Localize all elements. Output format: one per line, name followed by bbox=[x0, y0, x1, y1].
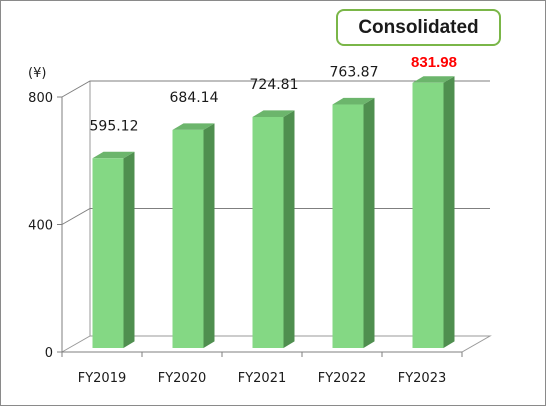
bar-top bbox=[172, 123, 215, 130]
bar-top bbox=[92, 151, 135, 159]
bar bbox=[412, 76, 455, 349]
y-tick-label: 0 bbox=[45, 346, 53, 361]
bar-front bbox=[332, 104, 364, 348]
x-tick-label: FY2020 bbox=[158, 371, 207, 386]
x-tick-label: FY2022 bbox=[318, 371, 367, 386]
bar-top bbox=[332, 97, 375, 105]
bar-side bbox=[363, 97, 375, 348]
bar-side bbox=[203, 123, 215, 348]
bar-front bbox=[92, 158, 124, 348]
bar-top bbox=[252, 110, 295, 117]
data-label: 595.12 bbox=[90, 118, 139, 134]
bar-side bbox=[123, 151, 135, 348]
bar-front bbox=[172, 129, 204, 348]
bars bbox=[92, 76, 455, 349]
bar-top bbox=[412, 76, 455, 83]
bar bbox=[172, 123, 215, 348]
bar bbox=[92, 151, 135, 348]
bar-front bbox=[412, 82, 444, 349]
consolidated-badge: Consolidated bbox=[336, 9, 501, 46]
y-tick-label: 800 bbox=[28, 91, 53, 106]
x-tick-label: FY2019 bbox=[78, 371, 127, 386]
bar-side bbox=[443, 76, 455, 349]
y-tick-label: 400 bbox=[28, 219, 53, 234]
data-label: 831.98 bbox=[411, 54, 457, 71]
bar bbox=[252, 110, 295, 348]
data-labels: 595.12 684.14 724.81 763.87 831.98 bbox=[90, 54, 457, 134]
data-label: 684.14 bbox=[170, 90, 219, 106]
axes: (¥) 0 400 800 FY2019 FY2020 FY2021 FY2022 FY202… bbox=[28, 66, 463, 386]
unit-label: (¥) bbox=[28, 66, 46, 81]
x-tick-label: FY2023 bbox=[398, 371, 447, 386]
bar-side bbox=[283, 110, 295, 348]
gridline bbox=[61, 80, 490, 98]
x-tick-label: FY2021 bbox=[238, 371, 287, 386]
data-label: 724.81 bbox=[250, 77, 299, 93]
bar-front bbox=[252, 116, 284, 348]
bar bbox=[332, 97, 375, 348]
data-label: 763.87 bbox=[330, 65, 379, 81]
